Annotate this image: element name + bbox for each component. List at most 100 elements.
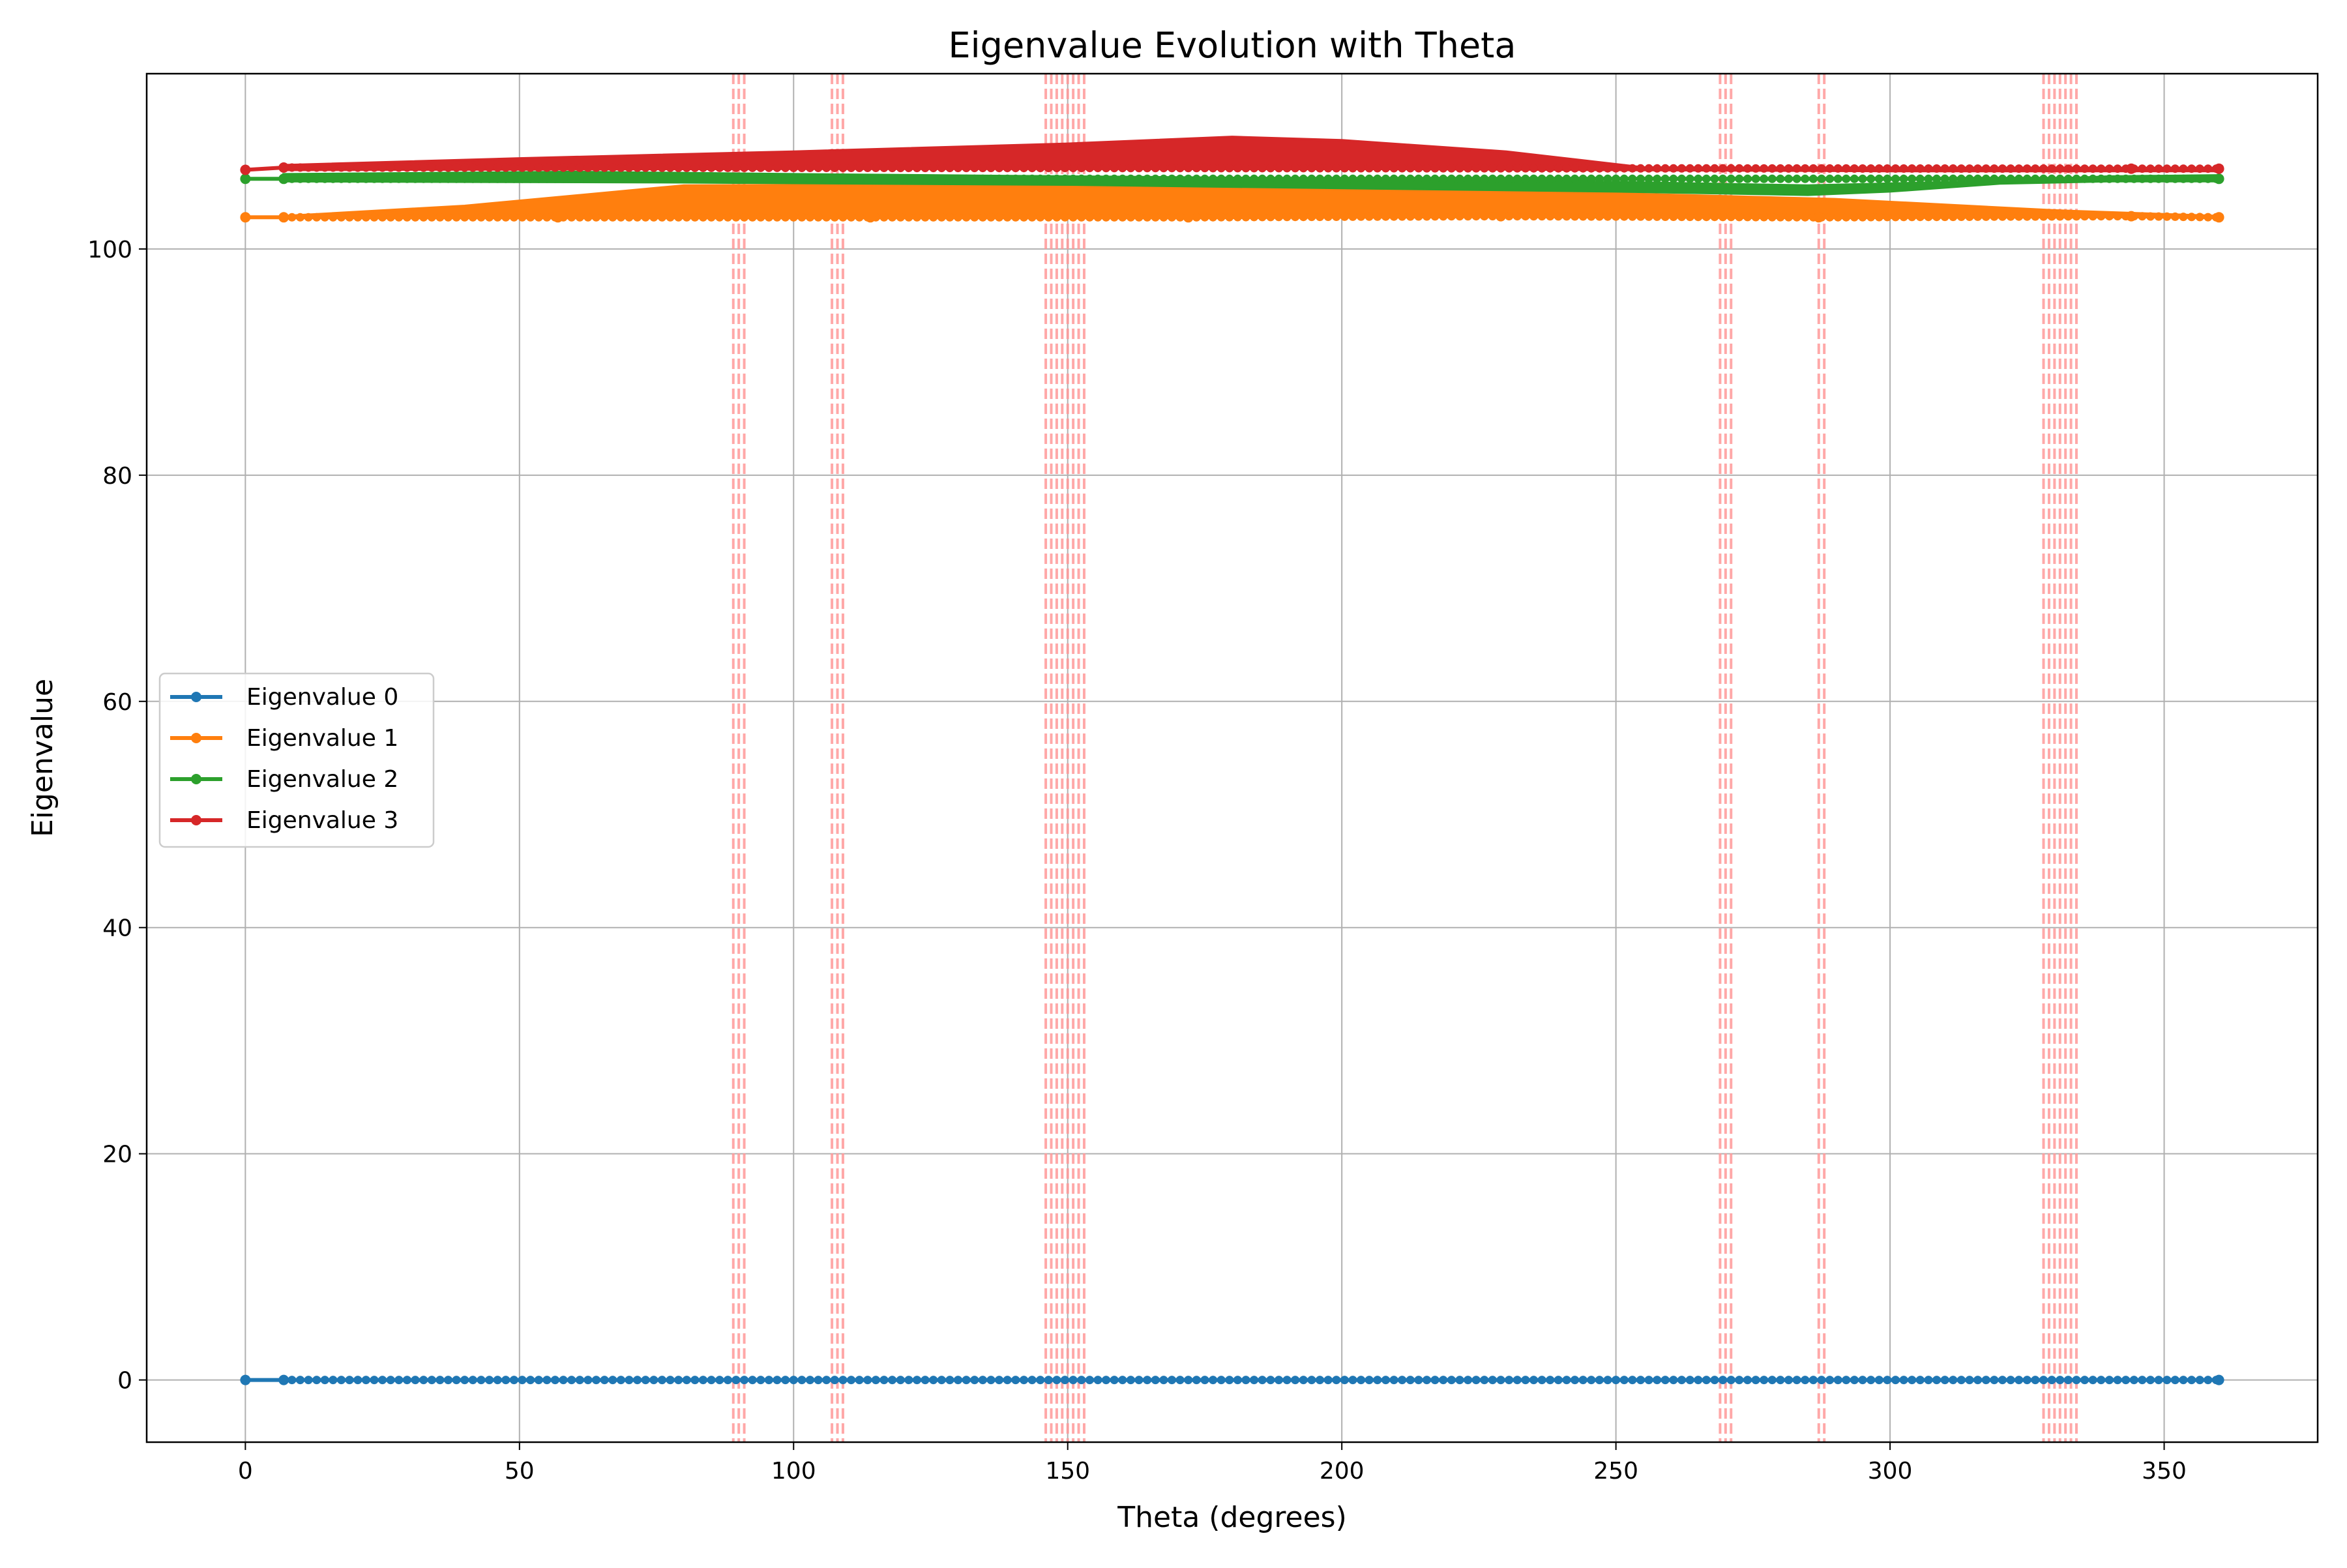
series-0-point <box>2031 1376 2040 1385</box>
series-0-point <box>2179 1376 2188 1385</box>
series-0-point <box>312 1376 321 1385</box>
series-0-point <box>567 1376 576 1385</box>
series-2-point <box>278 173 289 185</box>
series-0-point <box>1423 1376 1431 1385</box>
series-3-point <box>534 163 543 172</box>
series-0-point <box>1464 1376 1473 1385</box>
series-0-point <box>370 1376 379 1385</box>
series-3-point <box>1578 164 1587 173</box>
series-2-point <box>1891 174 1900 183</box>
series-1-point <box>419 213 428 222</box>
axis-layer: 0 50 100 150 200 250 300 350 0 20 40 60 80 100 <box>87 237 2187 1485</box>
series-1-point <box>240 212 251 223</box>
legend-swatch-marker <box>191 692 201 702</box>
series-2-point <box>1850 174 1859 183</box>
series-3-point <box>1439 164 1448 173</box>
series-0-point <box>288 1376 297 1385</box>
series-2-point <box>1710 174 1719 183</box>
series-0-point <box>2170 1376 2179 1385</box>
series-2-point <box>641 174 650 183</box>
series-3-point <box>2204 164 2213 173</box>
series-1-point <box>1480 212 1489 221</box>
series-1-point <box>1439 212 1448 221</box>
series-3-point <box>781 164 790 172</box>
series-2-point <box>764 174 773 183</box>
series-2-point <box>625 174 634 183</box>
series-0-point <box>575 1376 584 1385</box>
series-3-point <box>1751 164 1760 173</box>
series-1-point <box>1685 213 1694 222</box>
series-0-point <box>542 1376 552 1385</box>
series-1-point <box>2179 213 2188 222</box>
series-2-point <box>1175 174 1185 183</box>
series-0-point <box>2072 1376 2081 1385</box>
series-1-point <box>1275 213 1283 222</box>
series-0-point <box>1110 1376 1119 1385</box>
series-2-point <box>1505 174 1514 183</box>
series-2-point <box>1726 174 1735 183</box>
series-3-point <box>1085 164 1094 173</box>
series-2-point <box>1323 174 1333 183</box>
series-0-point <box>2097 1376 2106 1385</box>
series-2-point <box>913 174 921 183</box>
series-0-point <box>1883 1376 1892 1385</box>
series-1-point <box>427 213 436 222</box>
series-1-point <box>460 213 469 222</box>
series-2-point <box>501 174 510 183</box>
series-3-point <box>2072 164 2081 173</box>
series-2-point <box>1915 174 1925 183</box>
series-3-point <box>1250 164 1259 173</box>
series-1-point <box>1546 212 1555 221</box>
series-0-point <box>1093 1376 1102 1385</box>
series-2-point <box>797 174 806 183</box>
series-0-point <box>2105 1376 2114 1385</box>
series-3-point <box>509 163 518 172</box>
series-0-point <box>386 1376 395 1385</box>
series-0-point <box>509 1376 518 1385</box>
series-1-point <box>1455 212 1464 221</box>
y-tick-label: 60 <box>102 689 132 716</box>
series-2-point <box>2015 174 2024 183</box>
series-1-point <box>1677 213 1686 222</box>
series-1-point <box>1340 212 1349 221</box>
series-2-point <box>1143 174 1152 183</box>
series-0-point <box>756 1376 765 1385</box>
series-2-point <box>830 174 839 183</box>
series-0-point <box>1801 1376 1810 1385</box>
series-0-point <box>1439 1376 1448 1385</box>
series-0-point <box>855 1376 864 1385</box>
series-0-point <box>419 1376 428 1385</box>
series-3-point <box>986 164 996 173</box>
series-0-point <box>240 1374 251 1385</box>
series-1-point <box>1883 213 1892 222</box>
series-3-point <box>2170 164 2179 173</box>
series-1-point <box>501 213 510 222</box>
series-1-point <box>1998 212 2007 221</box>
series-3-point <box>1217 164 1226 173</box>
series-3-point <box>1973 164 1983 173</box>
series-3-point <box>847 164 856 172</box>
series-3-point <box>1677 164 1686 173</box>
series-1-point <box>278 212 289 223</box>
series-0-point <box>2146 1376 2155 1385</box>
series-0-point <box>1447 1376 1456 1385</box>
series-0-point <box>740 1376 749 1385</box>
series-2-point <box>1661 174 1670 183</box>
series-2-point <box>633 174 642 183</box>
series-3-point <box>1776 164 1785 173</box>
series-2-point <box>1373 174 1382 183</box>
series-0-point <box>1694 1376 1703 1385</box>
series-0-point <box>1940 1376 1949 1385</box>
series-1-point <box>1792 213 1801 222</box>
series-3-point <box>649 163 658 172</box>
series-1-point <box>1537 212 1546 221</box>
series-3-point <box>1447 164 1456 173</box>
series-1-point <box>1981 212 1990 221</box>
series-3-point <box>789 164 798 172</box>
series-2-point <box>1702 174 1711 183</box>
series-1-point <box>970 213 979 222</box>
series-3-point <box>1537 164 1546 173</box>
series-2-point <box>1233 174 1242 183</box>
series-2-point <box>1529 174 1538 183</box>
series-1-point <box>1702 213 1711 222</box>
